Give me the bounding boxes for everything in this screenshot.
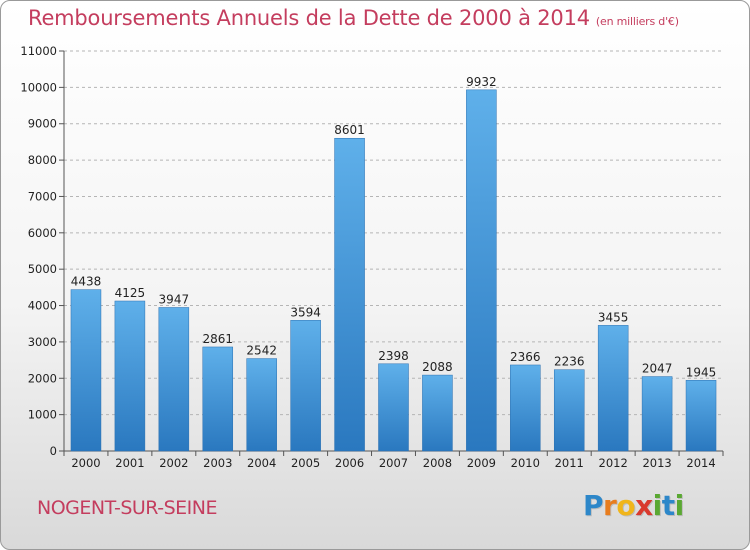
x-tick-label: 2011 [555,456,584,470]
y-tick-label: 5000 [28,262,57,276]
logo-letter: o [616,489,636,522]
x-tick-label: 2009 [467,456,496,470]
logo-letter: t [661,489,675,522]
bar [114,300,146,452]
x-tick-label: 2007 [379,456,408,470]
bar-value-label: 9932 [466,75,497,89]
bar-value-label: 4438 [71,275,102,289]
bar-value-label: 2047 [642,362,673,376]
bar [70,289,102,452]
bar-value-label: 2366 [510,350,541,364]
y-tick-label: 8000 [28,153,57,167]
y-tick-label: 7000 [28,189,57,203]
bar-value-label: 4125 [115,286,146,300]
logo-letter: x [635,489,653,522]
commune-name: NOGENT-SUR-SEINE [37,497,217,519]
bar [685,380,717,452]
logo-letter: r [603,489,617,522]
bar [290,320,321,452]
x-tick-label: 2010 [511,456,540,470]
x-tick-label: 2004 [247,456,276,470]
x-tick-label: 2002 [159,456,188,470]
x-tick-label: 2006 [335,456,364,470]
x-tick-label: 2001 [115,456,144,470]
x-tick-label: 2000 [71,456,100,470]
bar [202,346,234,452]
bar [158,307,190,452]
bar [641,376,673,452]
y-tick-label: 4000 [28,299,57,313]
x-tick-label: 2005 [291,456,320,470]
bar-value-label: 2861 [202,332,233,346]
bar-value-label: 2398 [378,349,409,363]
y-tick-label: 9000 [28,117,57,131]
bar-value-label: 8601 [334,123,365,137]
logo-letter: P [583,489,604,522]
y-tick-label: 6000 [28,226,57,240]
chart-title: Remboursements Annuels de la Dette de 20… [28,6,679,30]
bars [70,89,717,452]
bar-value-label: 3594 [290,305,321,319]
bar-value-label: 2542 [246,344,277,358]
bar-value-label: 2088 [422,360,453,374]
x-tick-label: 2013 [642,456,671,470]
logo-letter: i [652,489,663,522]
x-tick-label: 2003 [203,456,232,470]
bar [553,369,585,452]
proxiti-logo: Proxiti [583,489,684,522]
bar [466,89,497,452]
chart-subtitle: (en milliers d'€) [595,15,679,28]
bar [378,363,409,452]
y-tick-label: 0 [50,444,57,458]
chart-title-text: Remboursements Annuels de la Dette de 20… [28,6,590,30]
x-tick-label: 2012 [599,456,628,470]
bar [510,364,541,452]
bar [334,137,365,452]
bar [422,374,453,452]
bar-value-label: 3947 [159,292,190,306]
y-tick-label: 10000 [20,80,57,94]
y-tick-label: 3000 [28,335,57,349]
bar-chart: 0 1000 2000 3000 4000 5000 6000 7000 8000 9000 100… [20,44,724,470]
bar-value-label: 1945 [686,365,717,379]
bar-value-label: 2236 [554,355,585,369]
x-tick-label: 2008 [423,456,452,470]
bar [597,325,629,452]
y-tick-label: 1000 [28,408,57,422]
bar-value-labels: 4438 4125 3947 2861 2542 3594 8601 2398 2088 9932… [71,75,717,379]
bar-value-label: 3455 [598,310,629,324]
bar [246,358,277,452]
y-tick-label: 11000 [20,44,57,58]
y-tick-label: 2000 [28,371,57,385]
logo-letter: i [674,489,685,522]
x-tick-label: 2014 [686,456,715,470]
